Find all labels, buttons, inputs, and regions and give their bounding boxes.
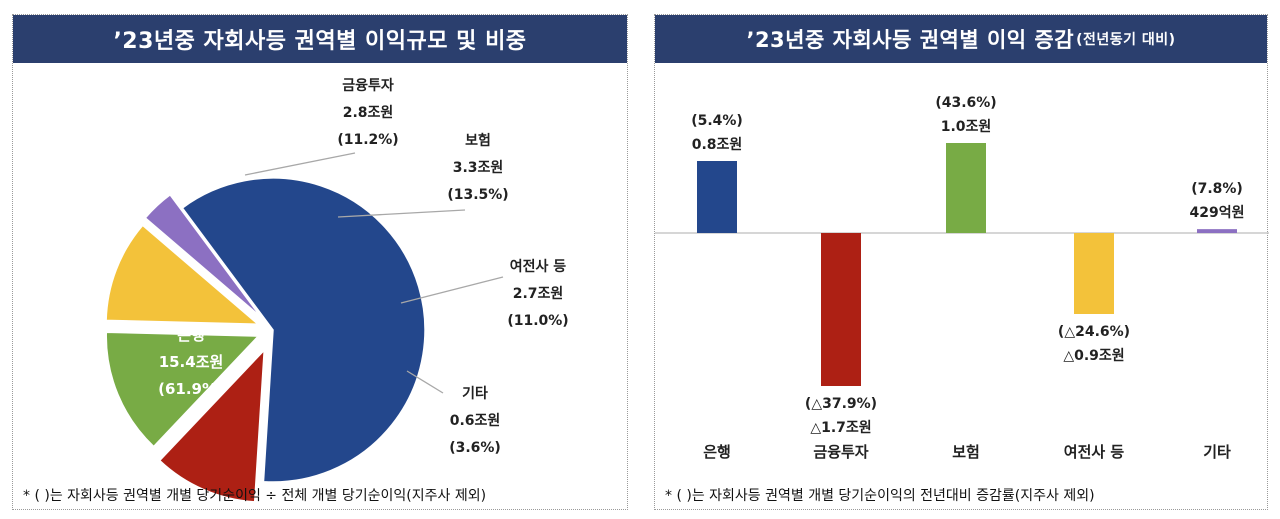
bar-change-label-insurance: (43.6%) xyxy=(935,95,996,111)
bar-change-label-card-etc: (△24.6%) xyxy=(1058,324,1130,340)
bar-category-insurance: 보험 xyxy=(952,443,980,461)
pie-label-bank-share: (61.9%) xyxy=(158,380,224,398)
bar-value-label-card-etc: △0.9조원 xyxy=(1063,348,1124,364)
bar-insurance xyxy=(946,143,986,233)
bar-value-label-other: 429억원 xyxy=(1190,205,1245,221)
pie-label-bank-value: 15.4조원 xyxy=(159,353,224,371)
pie-label-other-value: 0.6조원 xyxy=(450,413,501,429)
bar-card-etc xyxy=(1074,233,1114,314)
pie-label-fin-invest-share: (11.2%) xyxy=(337,132,398,148)
pie-slice-other xyxy=(144,193,262,318)
bar-category-card-etc: 여전사 등 xyxy=(1064,443,1125,461)
pie-label-insurance-name: 보험 xyxy=(465,132,491,149)
pie-leader-card-etc xyxy=(400,276,504,304)
bar-fin-invest xyxy=(821,233,861,386)
pie-label-insurance-share: (13.5%) xyxy=(447,187,508,203)
pie-label-bank-name: 은행 xyxy=(177,326,205,344)
change-panel-title: ’23년중 자회사등 권역별 이익 증감 (전년동기 대비) xyxy=(655,15,1267,63)
pie-slice-bank xyxy=(181,177,426,483)
pie-label-other-share: (3.6%) xyxy=(449,440,501,456)
pie-label-card-etc-name: 여전사 등 xyxy=(510,258,567,275)
bar-category-fin-invest: 금융투자 xyxy=(813,443,868,461)
pie-chart: 은행 15.4조원 (61.9%) 금융투자 2.8조원 (11.2%) 보험 3.3조원 (1… xyxy=(105,78,569,503)
change-panel: ’23년중 자회사등 권역별 이익 증감 (전년동기 대비) (5.4%) 0.8조… xyxy=(654,14,1269,510)
pie-label-card-etc-value: 2.7조원 xyxy=(513,286,564,302)
bar-change-label-other: (7.8%) xyxy=(1191,181,1243,197)
bar-value-label-insurance: 1.0조원 xyxy=(941,119,992,135)
share-panel-title: ’23년중 자회사등 권역별 이익규모 및 비중 xyxy=(13,15,627,63)
share-title-text: ’23년중 자회사등 권역별 이익규모 및 비중 xyxy=(113,29,527,54)
pie-leader-fin-invest xyxy=(244,152,356,176)
pie-slice-insurance xyxy=(105,331,260,448)
change-title-text: ’23년중 자회사등 권역별 이익 증감 xyxy=(746,28,1075,52)
change-footnote: * ( )는 자회사등 권역별 개별 당기순이익의 전년대비 증감률(지주사 제… xyxy=(665,488,1095,504)
bar-other xyxy=(1197,229,1237,233)
pie-leader-insurance xyxy=(337,209,466,218)
pie-label-card-etc-share: (11.0%) xyxy=(507,313,568,329)
bar-value-label-fin-invest: △1.7조원 xyxy=(810,420,871,436)
pie-slice-card-etc xyxy=(105,224,261,326)
bar-category-other: 기타 xyxy=(1203,443,1231,461)
pie-label-insurance-value: 3.3조원 xyxy=(453,160,504,176)
pie-label-fin-invest-name: 금융투자 xyxy=(342,78,394,94)
change-title-sub: (전년동기 대비) xyxy=(1076,32,1176,48)
bar-bank xyxy=(697,161,737,233)
share-panel: ’23년중 자회사등 권역별 이익규모 및 비중 은행 15.4조원 (61.9%)… xyxy=(12,14,628,510)
bar-change-label-fin-invest: (△37.9%) xyxy=(805,396,877,412)
bar-category-bank: 은행 xyxy=(703,443,731,461)
share-footnote: * ( )는 자회사등 권역별 개별 당기순이익 ÷ 전체 개별 당기순이익(지… xyxy=(23,488,487,504)
pie-leader-other xyxy=(406,370,444,394)
pie-label-fin-invest-value: 2.8조원 xyxy=(343,105,394,121)
pie-slice-fin-invest xyxy=(158,348,266,503)
bar-change-label-bank: (5.4%) xyxy=(691,113,743,129)
pie-label-other-name: 기타 xyxy=(462,386,488,402)
bar-value-label-bank: 0.8조원 xyxy=(692,137,743,153)
